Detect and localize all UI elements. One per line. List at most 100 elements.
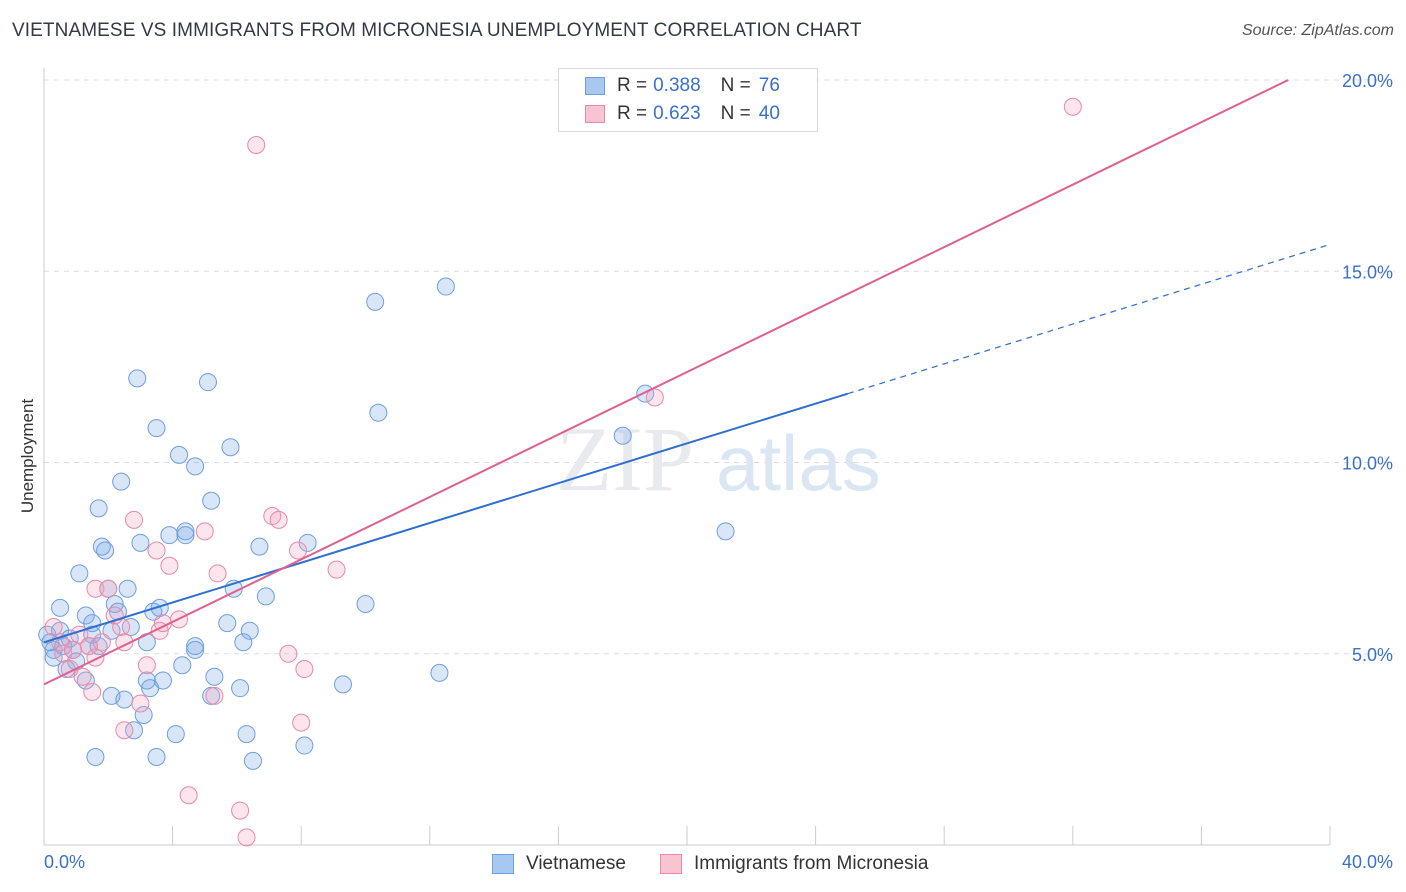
y-tick-labels: 5.0% 10.0% 15.0% 20.0% <box>1342 71 1393 665</box>
point-micronesia <box>1063 97 1082 116</box>
source-label: Source: ZipAtlas.com <box>1241 22 1394 39</box>
point-micronesia <box>44 617 63 636</box>
axis-layer <box>43 68 1331 846</box>
point-vietnamese <box>121 617 140 636</box>
point-vietnamese <box>430 663 449 682</box>
point-vietnamese <box>115 690 134 709</box>
point-vietnamese <box>218 614 237 633</box>
legend-r-value: 0.623 <box>653 103 701 124</box>
point-vietnamese <box>128 369 147 388</box>
point-vietnamese <box>333 675 352 694</box>
point-micronesia <box>137 656 156 675</box>
legend-row-micronesia: R = 0.623 N = 40 <box>585 101 780 127</box>
point-micronesia <box>73 667 92 686</box>
point-vietnamese <box>295 736 314 755</box>
trendline-vietnamese <box>43 392 849 644</box>
point-micronesia <box>147 541 166 560</box>
point-micronesia <box>295 660 314 679</box>
point-vietnamese <box>150 598 169 617</box>
point-micronesia <box>63 640 82 659</box>
point-micronesia <box>99 579 118 598</box>
legend-swatch-blue <box>585 77 605 95</box>
bottom-legend-micronesia: Immigrants from Micronesia <box>660 851 928 877</box>
point-vietnamese <box>237 725 256 744</box>
y-tick-label: 15.0% <box>1342 262 1393 282</box>
bottom-legend-label: Immigrants from Micronesia <box>694 853 929 874</box>
point-vietnamese <box>176 526 195 545</box>
point-vietnamese <box>234 633 253 652</box>
legend-swatch-pink <box>585 105 605 123</box>
point-vietnamese <box>153 671 172 690</box>
point-micronesia <box>288 541 307 560</box>
point-micronesia <box>327 560 346 579</box>
point-vietnamese <box>186 640 205 659</box>
y-tick-label: 10.0% <box>1342 454 1393 474</box>
grid-layer <box>44 79 1395 655</box>
watermark: ZIP atlas <box>556 408 881 510</box>
point-vietnamese <box>160 526 179 545</box>
point-vietnamese <box>44 648 63 667</box>
point-vietnamese <box>369 403 388 422</box>
bottom-legend-swatch-blue <box>492 854 514 874</box>
point-vietnamese <box>205 667 224 686</box>
point-vietnamese <box>44 640 63 659</box>
chart-title: VIETNAMESE VS IMMIGRANTS FROM MICRONESIA… <box>12 20 862 41</box>
point-micronesia <box>195 522 214 541</box>
y-tick-label: 5.0% <box>1352 645 1393 665</box>
bottom-legend-vietnamese: Vietnamese <box>492 851 626 877</box>
point-vietnamese <box>89 499 108 518</box>
point-vietnamese <box>366 292 385 311</box>
trendline-micronesia <box>43 79 1289 686</box>
point-vietnamese <box>243 751 262 770</box>
point-micronesia <box>179 786 198 805</box>
point-vietnamese <box>716 522 735 541</box>
watermark-atlas: atlas <box>716 419 881 507</box>
point-vietnamese <box>134 705 153 724</box>
point-vietnamese <box>131 533 150 552</box>
point-micronesia <box>115 721 134 740</box>
point-micronesia <box>247 136 266 155</box>
trend-layer <box>43 79 1331 686</box>
x-tick-label-min: 0.0% <box>44 852 86 872</box>
stats-legend: R = 0.388 N = 76 R = 0.623 N = 40 <box>558 68 818 132</box>
point-micronesia <box>131 694 150 713</box>
point-vietnamese <box>186 637 205 656</box>
point-vietnamese <box>76 606 95 625</box>
point-vietnamese <box>250 537 269 556</box>
legend-n-label: N = <box>720 103 751 124</box>
point-vietnamese <box>170 445 189 464</box>
point-vietnamese <box>202 491 221 510</box>
point-micronesia <box>86 579 105 598</box>
point-vietnamese <box>83 614 102 633</box>
point-vietnamese <box>356 595 375 614</box>
point-micronesia <box>205 686 224 705</box>
legend-r-value: 0.388 <box>653 75 701 96</box>
y-tick-label: 20.0% <box>1342 71 1393 91</box>
bottom-legend-label: Vietnamese <box>526 853 626 874</box>
points-layer <box>38 97 1082 847</box>
point-vietnamese <box>231 679 250 698</box>
point-micronesia <box>645 388 664 407</box>
point-micronesia <box>83 683 102 701</box>
trendline-vietnamese-extension <box>847 243 1331 395</box>
point-vietnamese <box>436 277 455 296</box>
point-vietnamese <box>256 587 275 606</box>
point-vietnamese <box>176 522 195 541</box>
point-vietnamese <box>613 426 632 445</box>
point-vietnamese <box>70 564 89 583</box>
point-micronesia <box>92 633 111 652</box>
point-micronesia <box>231 801 250 820</box>
bottom-legend-swatch-pink <box>660 854 682 874</box>
point-vietnamese <box>173 656 192 675</box>
legend-n-label: N = <box>720 75 751 96</box>
point-vietnamese <box>125 721 144 740</box>
point-micronesia <box>237 828 256 847</box>
point-micronesia <box>125 510 144 529</box>
legend-r-label: R = <box>617 103 648 124</box>
x-tick-label-max: 40.0% <box>1341 852 1393 872</box>
point-vietnamese <box>186 457 205 476</box>
point-vietnamese <box>112 472 131 491</box>
point-micronesia <box>54 644 73 663</box>
point-micronesia <box>160 556 179 575</box>
